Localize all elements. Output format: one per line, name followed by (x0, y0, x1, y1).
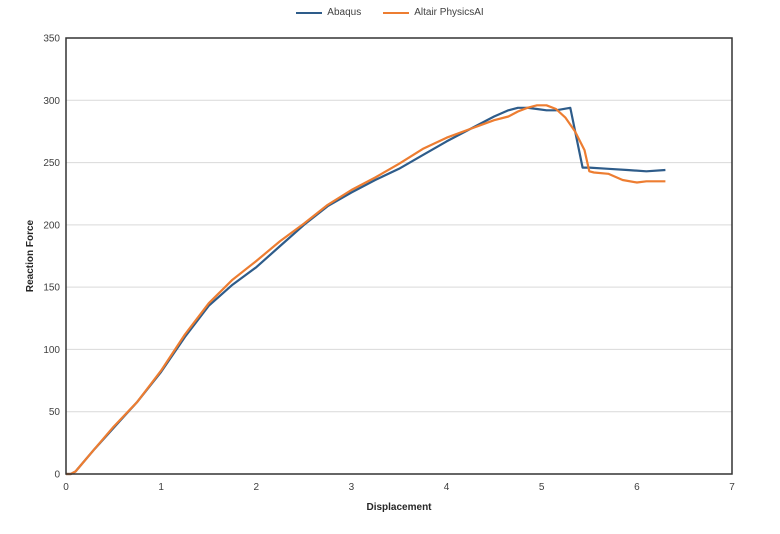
legend-swatch-abaqus (296, 11, 323, 14)
y-tick-label-150: 150 (43, 283, 60, 294)
series-lines (66, 104, 666, 476)
legend-item-abaqus: Abaqus (296, 7, 361, 18)
y-tick-label-0: 0 (54, 470, 60, 481)
x-tick-label-3: 3 (349, 482, 355, 493)
legend: Abaqus Altair PhysicsAI (0, 7, 780, 18)
legend-swatch-altair-physicsai (383, 11, 410, 14)
x-tick-label-6: 6 (634, 482, 640, 493)
legend-label-altair-physicsai: Altair PhysicsAI (414, 7, 484, 18)
x-tick-label-0: 0 (63, 482, 69, 493)
legend-item-altair-physicsai: Altair PhysicsAI (383, 7, 484, 18)
y-tick-label-100: 100 (43, 345, 60, 356)
tick-labels: 0 50 100 150 200 250 300 350 0 1 2 3 4 5 6 7 (43, 34, 735, 494)
series-line-altair-physicsai (66, 104, 666, 476)
x-tick-label-4: 4 (444, 482, 450, 493)
y-tick-label-300: 300 (43, 96, 60, 107)
y-axis-title: Reaction Force (25, 219, 36, 292)
x-tick-label-7: 7 (729, 482, 735, 493)
plot-frame (65, 37, 733, 475)
legend-label-abaqus: Abaqus (327, 7, 362, 18)
y-tick-label-350: 350 (43, 34, 60, 45)
y-tick-label-50: 50 (49, 407, 61, 418)
x-tick-label-5: 5 (539, 482, 545, 493)
x-axis-title: Displacement (366, 502, 432, 513)
x-tick-label-1: 1 (158, 482, 164, 493)
y-tick-label-250: 250 (43, 158, 60, 169)
y-tick-label-200: 200 (43, 220, 60, 231)
x-tick-label-2: 2 (254, 482, 260, 493)
